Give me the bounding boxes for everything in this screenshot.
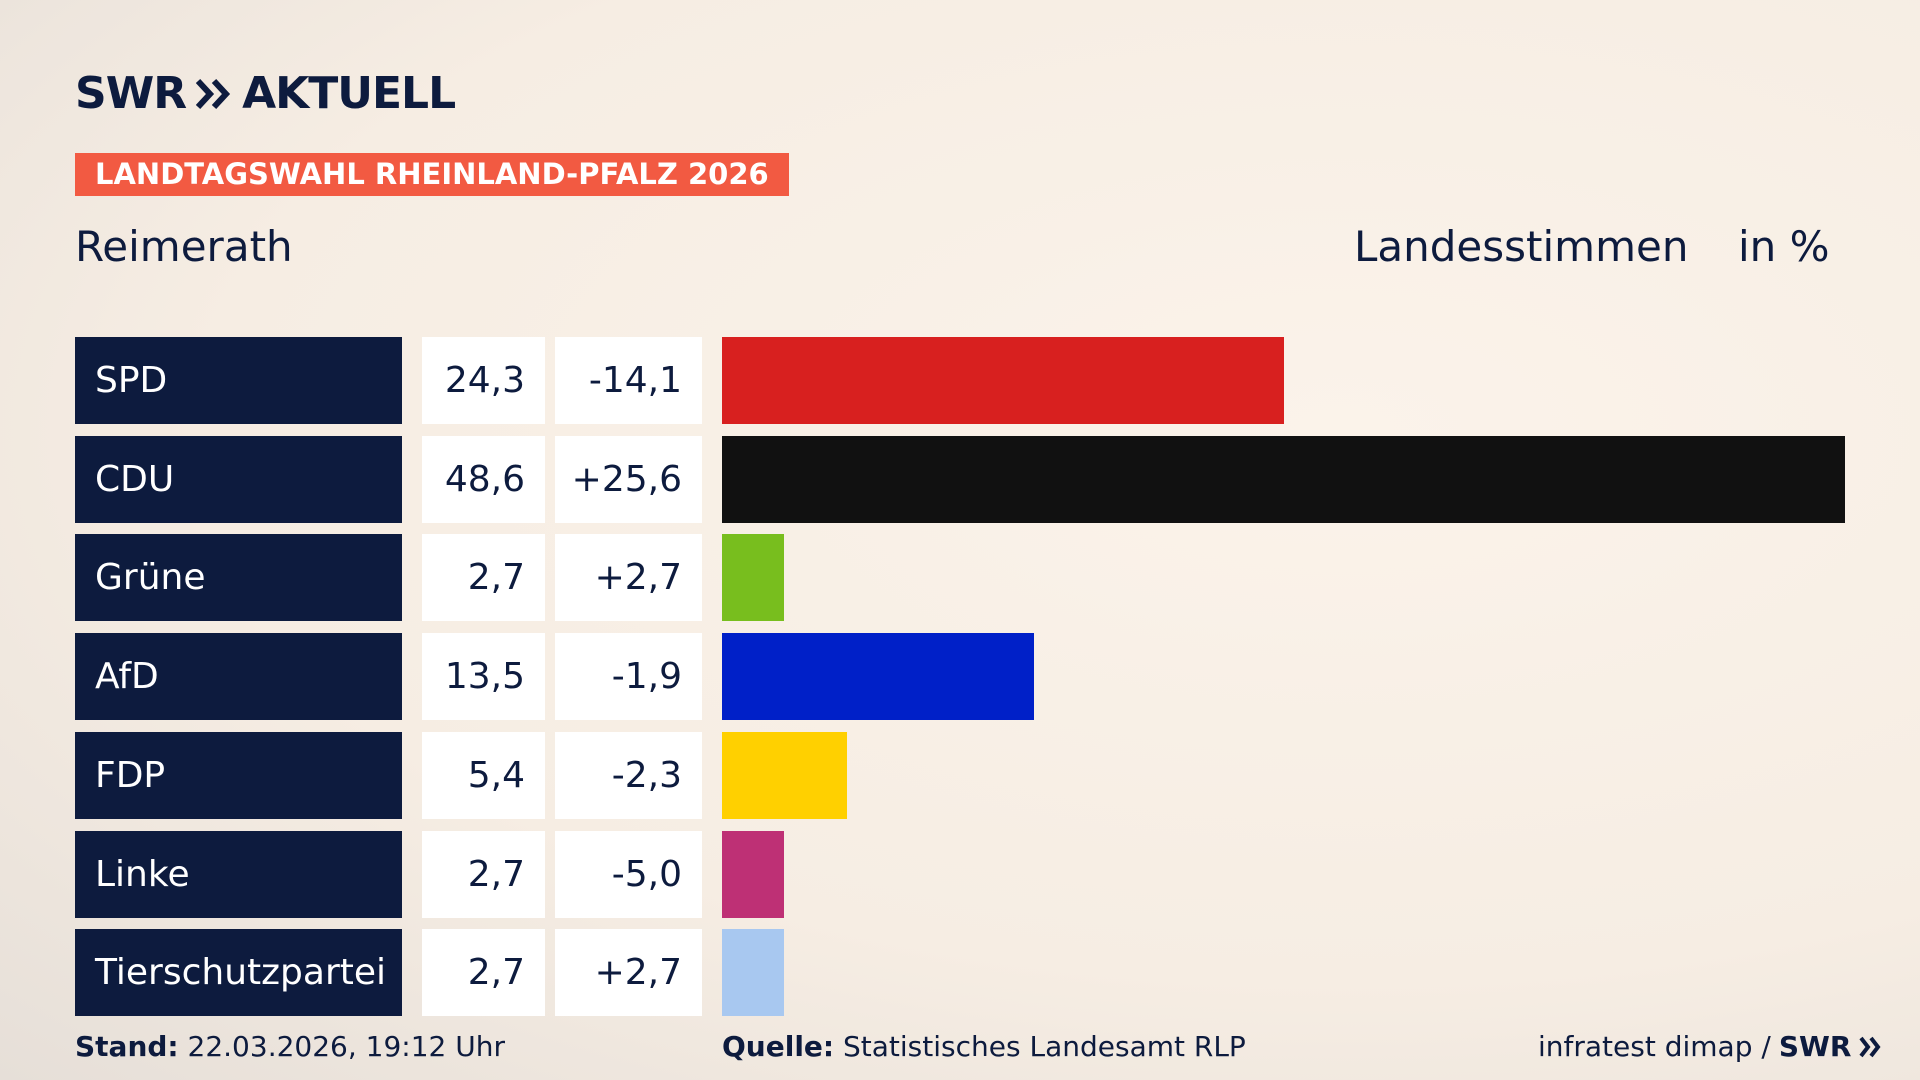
category-label: FDP bbox=[75, 731, 402, 819]
change-label: +2,7 bbox=[555, 534, 702, 622]
date-label: Stand: bbox=[75, 1030, 179, 1063]
bar bbox=[722, 830, 785, 918]
source-label: Quelle: bbox=[722, 1030, 835, 1063]
value-label: 48,6 bbox=[422, 435, 545, 523]
category-label: AfD bbox=[75, 633, 402, 721]
category-label: Tierschutzpartei bbox=[75, 929, 402, 1017]
subtitle: Reimerath bbox=[75, 222, 293, 271]
bar bbox=[722, 337, 1284, 424]
value-label: 13,5 bbox=[422, 633, 545, 721]
chevrons bbox=[196, 78, 231, 109]
date: Stand: 22.03.2026, 19:12 Uhr bbox=[75, 1030, 505, 1063]
value-label: 2,7 bbox=[422, 534, 545, 622]
chevrons bbox=[1859, 1036, 1881, 1057]
value-label: 2,7 bbox=[422, 830, 545, 918]
change-label: -14,1 bbox=[555, 337, 702, 424]
category-label: CDU bbox=[75, 435, 402, 523]
bar bbox=[722, 929, 785, 1017]
category-label: SPD bbox=[75, 337, 402, 424]
brand-suffix: AKTUELL bbox=[242, 68, 456, 119]
bar bbox=[722, 435, 1845, 523]
unit-label: in % bbox=[1738, 222, 1830, 271]
credit: infratest dimap / SWR bbox=[1538, 1030, 1881, 1063]
bar bbox=[722, 731, 847, 819]
category-label: Grüne bbox=[75, 534, 402, 622]
measure-label: Landesstimmen bbox=[1354, 222, 1689, 271]
value-label: 2,7 bbox=[422, 929, 545, 1017]
value-label: 24,3 bbox=[422, 337, 545, 424]
date-value: 22.03.2026, 19:12 Uhr bbox=[187, 1030, 505, 1063]
source-value: Statistisches Landesamt RLP bbox=[843, 1030, 1246, 1063]
change-label: -2,3 bbox=[555, 731, 702, 819]
bar bbox=[722, 633, 1034, 721]
credit-text: infratest dimap / bbox=[1538, 1030, 1771, 1063]
change-label: +25,6 bbox=[555, 435, 702, 523]
change-label: -5,0 bbox=[555, 830, 702, 918]
tag: LANDTAGSWAHL RHEINLAND-PFALZ 2026 bbox=[75, 153, 789, 196]
change-label: -1,9 bbox=[555, 633, 702, 721]
bar bbox=[722, 534, 785, 622]
value-label: 5,4 bbox=[422, 731, 545, 819]
category-label: Linke bbox=[75, 830, 402, 918]
credit-brand: SWR bbox=[1778, 1030, 1852, 1063]
brand: SWR bbox=[75, 68, 187, 119]
change-label: +2,7 bbox=[555, 929, 702, 1017]
source: Quelle: Statistisches Landesamt RLP bbox=[722, 1030, 1246, 1063]
logo: SWR AKTUELL bbox=[75, 68, 456, 119]
